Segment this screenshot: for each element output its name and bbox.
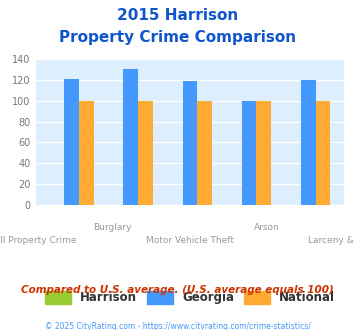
Text: © 2025 CityRating.com - https://www.cityrating.com/crime-statistics/: © 2025 CityRating.com - https://www.city… — [45, 322, 310, 330]
Legend: Harrison, Georgia, National: Harrison, Georgia, National — [40, 286, 340, 309]
Text: Property Crime Comparison: Property Crime Comparison — [59, 30, 296, 45]
Text: All Property Crime: All Property Crime — [0, 236, 77, 245]
Text: Larceny & Theft: Larceny & Theft — [308, 236, 355, 245]
Bar — [256, 101, 271, 205]
Bar — [197, 101, 212, 205]
Text: 2015 Harrison: 2015 Harrison — [117, 8, 238, 23]
Text: Burglary: Burglary — [93, 223, 132, 232]
Bar — [138, 101, 153, 205]
Text: Motor Vehicle Theft: Motor Vehicle Theft — [146, 236, 234, 245]
Bar — [124, 69, 138, 205]
Text: Arson: Arson — [254, 223, 280, 232]
Bar — [316, 101, 330, 205]
Bar — [242, 101, 256, 205]
Bar — [182, 81, 197, 205]
Bar — [79, 101, 94, 205]
Bar — [64, 79, 79, 205]
Text: Compared to U.S. average. (U.S. average equals 100): Compared to U.S. average. (U.S. average … — [21, 285, 334, 295]
Bar — [301, 80, 316, 205]
